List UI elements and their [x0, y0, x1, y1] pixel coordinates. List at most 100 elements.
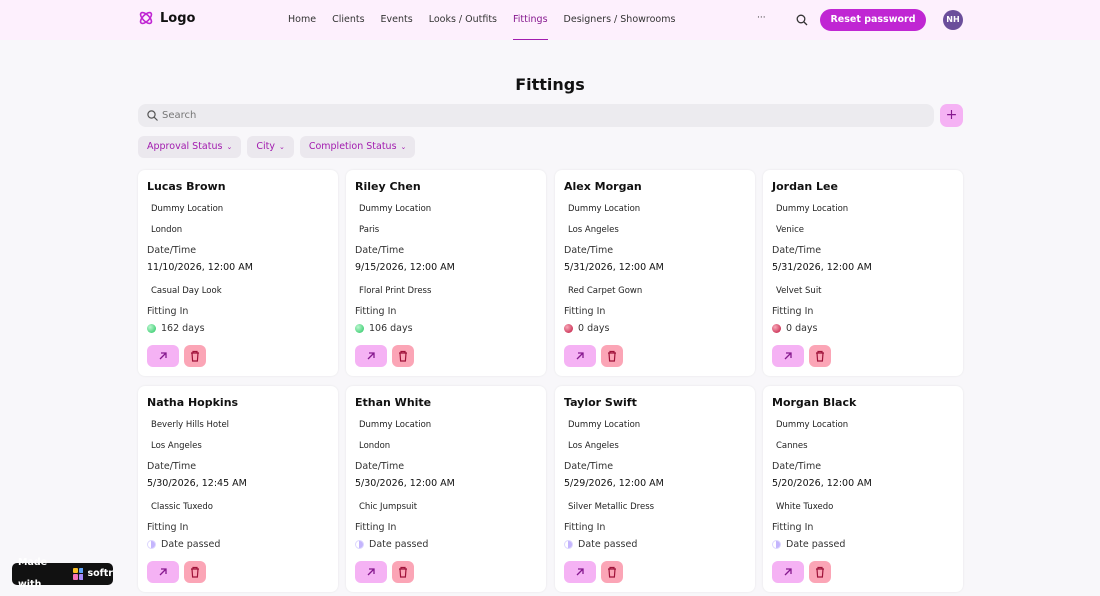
fitting-in: 0 days: [786, 323, 818, 334]
status-dot: [772, 540, 781, 549]
delete-button[interactable]: [809, 561, 831, 583]
filter-label: Approval Status: [147, 141, 223, 152]
open-button[interactable]: [564, 345, 596, 367]
card-name: Ethan White: [355, 396, 432, 409]
delete-button[interactable]: [809, 345, 831, 367]
field-label: Date/Time: [147, 461, 197, 472]
city-chip: London: [359, 441, 391, 451]
date-time: 5/30/2026, 12:45 AM: [147, 478, 247, 489]
card-name: Morgan Black: [772, 396, 857, 409]
city-chip: Cannes: [776, 441, 808, 451]
date-time: 11/10/2026, 12:00 AM: [147, 262, 253, 273]
date-time: 5/29/2026, 12:00 AM: [564, 478, 664, 489]
field-label: Fitting In: [772, 306, 814, 317]
filters: Approval Status ⌄ City ⌄ Completion Status ⌄: [138, 136, 416, 158]
delete-button[interactable]: [601, 561, 623, 583]
add-button[interactable]: +: [940, 104, 963, 127]
arrow-icon: [367, 352, 375, 360]
card-name: Lucas Brown: [147, 180, 226, 193]
reset-password-button[interactable]: Reset password: [820, 9, 926, 31]
logo[interactable]: Logo: [138, 10, 195, 26]
fitting-status: 0 days: [564, 323, 610, 334]
card-name: Riley Chen: [355, 180, 421, 193]
card-name: Natha Hopkins: [147, 396, 239, 409]
trash-icon: [816, 566, 824, 578]
field-label: Date/Time: [564, 245, 614, 256]
delete-button[interactable]: [392, 561, 414, 583]
filter-dropdown[interactable]: Approval Status ⌄: [138, 136, 242, 158]
nav-item[interactable]: Home: [288, 14, 317, 25]
navbar: Logo Home Clients Events Looks / Outfits Fit…: [0, 0, 1100, 40]
look-chip: Casual Day Look: [151, 286, 222, 296]
search-icon[interactable]: [796, 14, 808, 26]
fitting-card: Alex Morgan Dummy Location Los Angeles Date…: [555, 170, 755, 376]
fitting-status: 162 days: [147, 323, 205, 334]
open-button[interactable]: [772, 345, 804, 367]
trash-icon: [608, 566, 616, 578]
nav-item[interactable]: Clients: [332, 14, 365, 25]
open-button[interactable]: [355, 345, 387, 367]
field-label: Fitting In: [564, 306, 606, 317]
field-label: Date/Time: [772, 461, 822, 472]
nav-item[interactable]: Designers / Showrooms: [563, 14, 676, 25]
fitting-status: Date passed: [147, 539, 220, 550]
fitting-in: 0 days: [578, 323, 610, 334]
nav-item[interactable]: Fittings: [513, 0, 548, 40]
look-chip: Classic Tuxedo: [151, 502, 213, 512]
fitting-card: Riley Chen Dummy Location Paris Date/Time 9/…: [346, 170, 546, 376]
search-input[interactable]: Search: [138, 104, 934, 127]
open-button[interactable]: [147, 345, 179, 367]
location-chip: Dummy Location: [776, 204, 849, 214]
location-chip: Dummy Location: [776, 420, 849, 430]
avatar[interactable]: NH: [943, 10, 963, 30]
open-button[interactable]: [772, 561, 804, 583]
status-dot: [147, 540, 156, 549]
badge-text: Made with: [18, 557, 48, 590]
open-button[interactable]: [147, 561, 179, 583]
fitting-card: Morgan Black Dummy Location Cannes Date/Tim…: [763, 386, 963, 592]
open-button[interactable]: [355, 561, 387, 583]
chevron: ⌄: [400, 143, 407, 151]
filter-label: City: [256, 141, 275, 152]
city-chip: Paris: [359, 225, 380, 235]
delete-button[interactable]: [601, 345, 623, 367]
logo-text: Logo: [160, 10, 196, 26]
badge-logo: [72, 568, 84, 580]
delete-button[interactable]: [184, 561, 206, 583]
nav-item[interactable]: Looks / Outfits: [428, 14, 498, 25]
arrow-icon: [784, 352, 792, 360]
fitting-in: Date passed: [578, 539, 638, 550]
filter-label: Completion Status: [308, 141, 397, 152]
made-with-badge[interactable]: Made with softr: [12, 557, 113, 590]
filter-dropdown[interactable]: City ⌄: [247, 136, 294, 158]
filter-dropdown[interactable]: Completion Status ⌄: [299, 136, 416, 158]
trash-icon: [399, 350, 407, 362]
location-chip: Beverly Hills Hotel: [151, 420, 230, 430]
city-chip: Los Angeles: [568, 225, 619, 235]
nav-item[interactable]: Events: [380, 14, 413, 25]
card-name: Taylor Swift: [564, 396, 637, 409]
open-button[interactable]: [564, 561, 596, 583]
fitting-in: 162 days: [161, 323, 205, 334]
nav-more[interactable]: ···: [757, 13, 766, 23]
logo-icon: [139, 11, 153, 25]
delete-button[interactable]: [184, 345, 206, 367]
look-chip: Silver Metallic Dress: [568, 502, 655, 512]
arrow-icon: [159, 352, 167, 360]
field-label: Fitting In: [147, 306, 189, 317]
chevron: ⌄: [278, 143, 285, 151]
arrow-icon: [367, 568, 375, 576]
fitting-card: Lucas Brown Dummy Location London Date/Time…: [138, 170, 338, 376]
delete-button[interactable]: [392, 345, 414, 367]
fitting-in: Date passed: [161, 539, 221, 550]
look-chip: White Tuxedo: [776, 502, 834, 512]
city-chip: Los Angeles: [568, 441, 619, 451]
arrow-icon: [784, 568, 792, 576]
city-chip: Los Angeles: [151, 441, 202, 451]
date-time: 5/30/2026, 12:00 AM: [355, 478, 455, 489]
location-chip: Dummy Location: [568, 204, 641, 214]
fitting-card: Jordan Lee Dummy Location Venice Date/Time 5…: [763, 170, 963, 376]
fitting-status: Date passed: [355, 539, 428, 550]
look-chip: Red Carpet Gown: [568, 286, 643, 296]
